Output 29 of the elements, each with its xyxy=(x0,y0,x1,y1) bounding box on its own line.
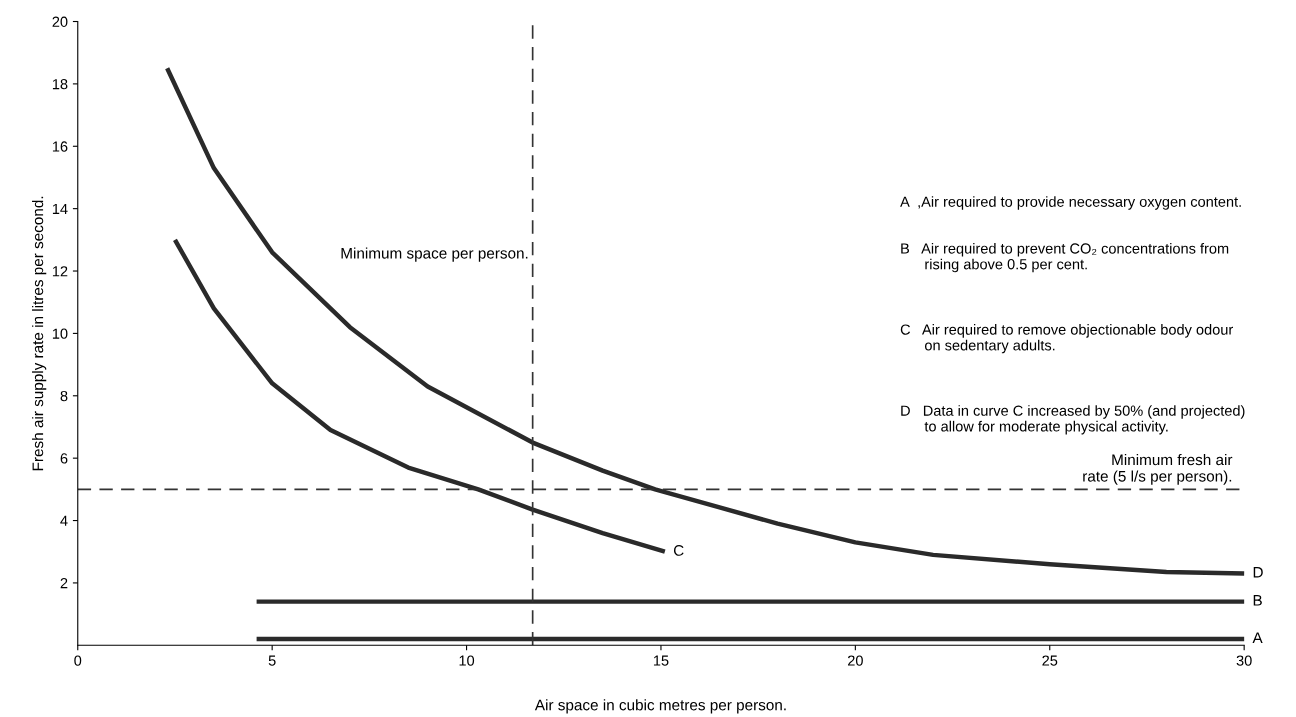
x-tick-label: 0 xyxy=(74,655,82,666)
x-tick-label: 10 xyxy=(459,655,475,666)
series-label: D xyxy=(1253,567,1263,578)
x-tick-label: 20 xyxy=(847,655,863,666)
y-tick-label: 4 xyxy=(60,515,68,526)
annotation: B Air required to prevent CO₂ concentrations from rising above 0.5 per cent. xyxy=(901,242,1229,273)
ref-line-label: Minimum space per person. xyxy=(341,247,528,262)
annotation: C Air required to remove objectionable body odour on sedentary adults. xyxy=(900,324,1234,354)
x-axis-title: Air space in cubic metres per person. xyxy=(534,699,786,714)
ref-line-label: Minimum fresh air rate (5 l/s per person). xyxy=(1083,453,1233,485)
series-label: B xyxy=(1253,595,1262,606)
y-tick-label: 8 xyxy=(60,390,68,402)
y-axis-title: Fresh air supply rate in litres per second. xyxy=(32,196,47,471)
y-tick-label: 2 xyxy=(60,578,68,589)
y-tick-label: 20 xyxy=(52,16,68,27)
x-tick-label: 30 xyxy=(1236,655,1252,666)
y-tick-label: 14 xyxy=(52,203,68,214)
series-label: A xyxy=(1252,632,1263,644)
annotation: A ,Air required to provide necessary oxygen content. xyxy=(900,196,1241,210)
x-tick-label: 5 xyxy=(268,655,276,666)
y-tick-label: 16 xyxy=(52,141,68,152)
x-tick-label: 15 xyxy=(653,655,669,666)
x-tick-label: 25 xyxy=(1042,655,1058,666)
y-tick-label: 10 xyxy=(52,328,68,339)
y-tick-label: 12 xyxy=(52,266,68,277)
y-tick-label: 18 xyxy=(52,78,68,90)
y-tick-label: 6 xyxy=(60,453,68,464)
series-label: C xyxy=(673,545,684,556)
annotation: D Data in curve C increased by 50% (and projected) to allow for moderate physical activity. xyxy=(901,405,1245,435)
